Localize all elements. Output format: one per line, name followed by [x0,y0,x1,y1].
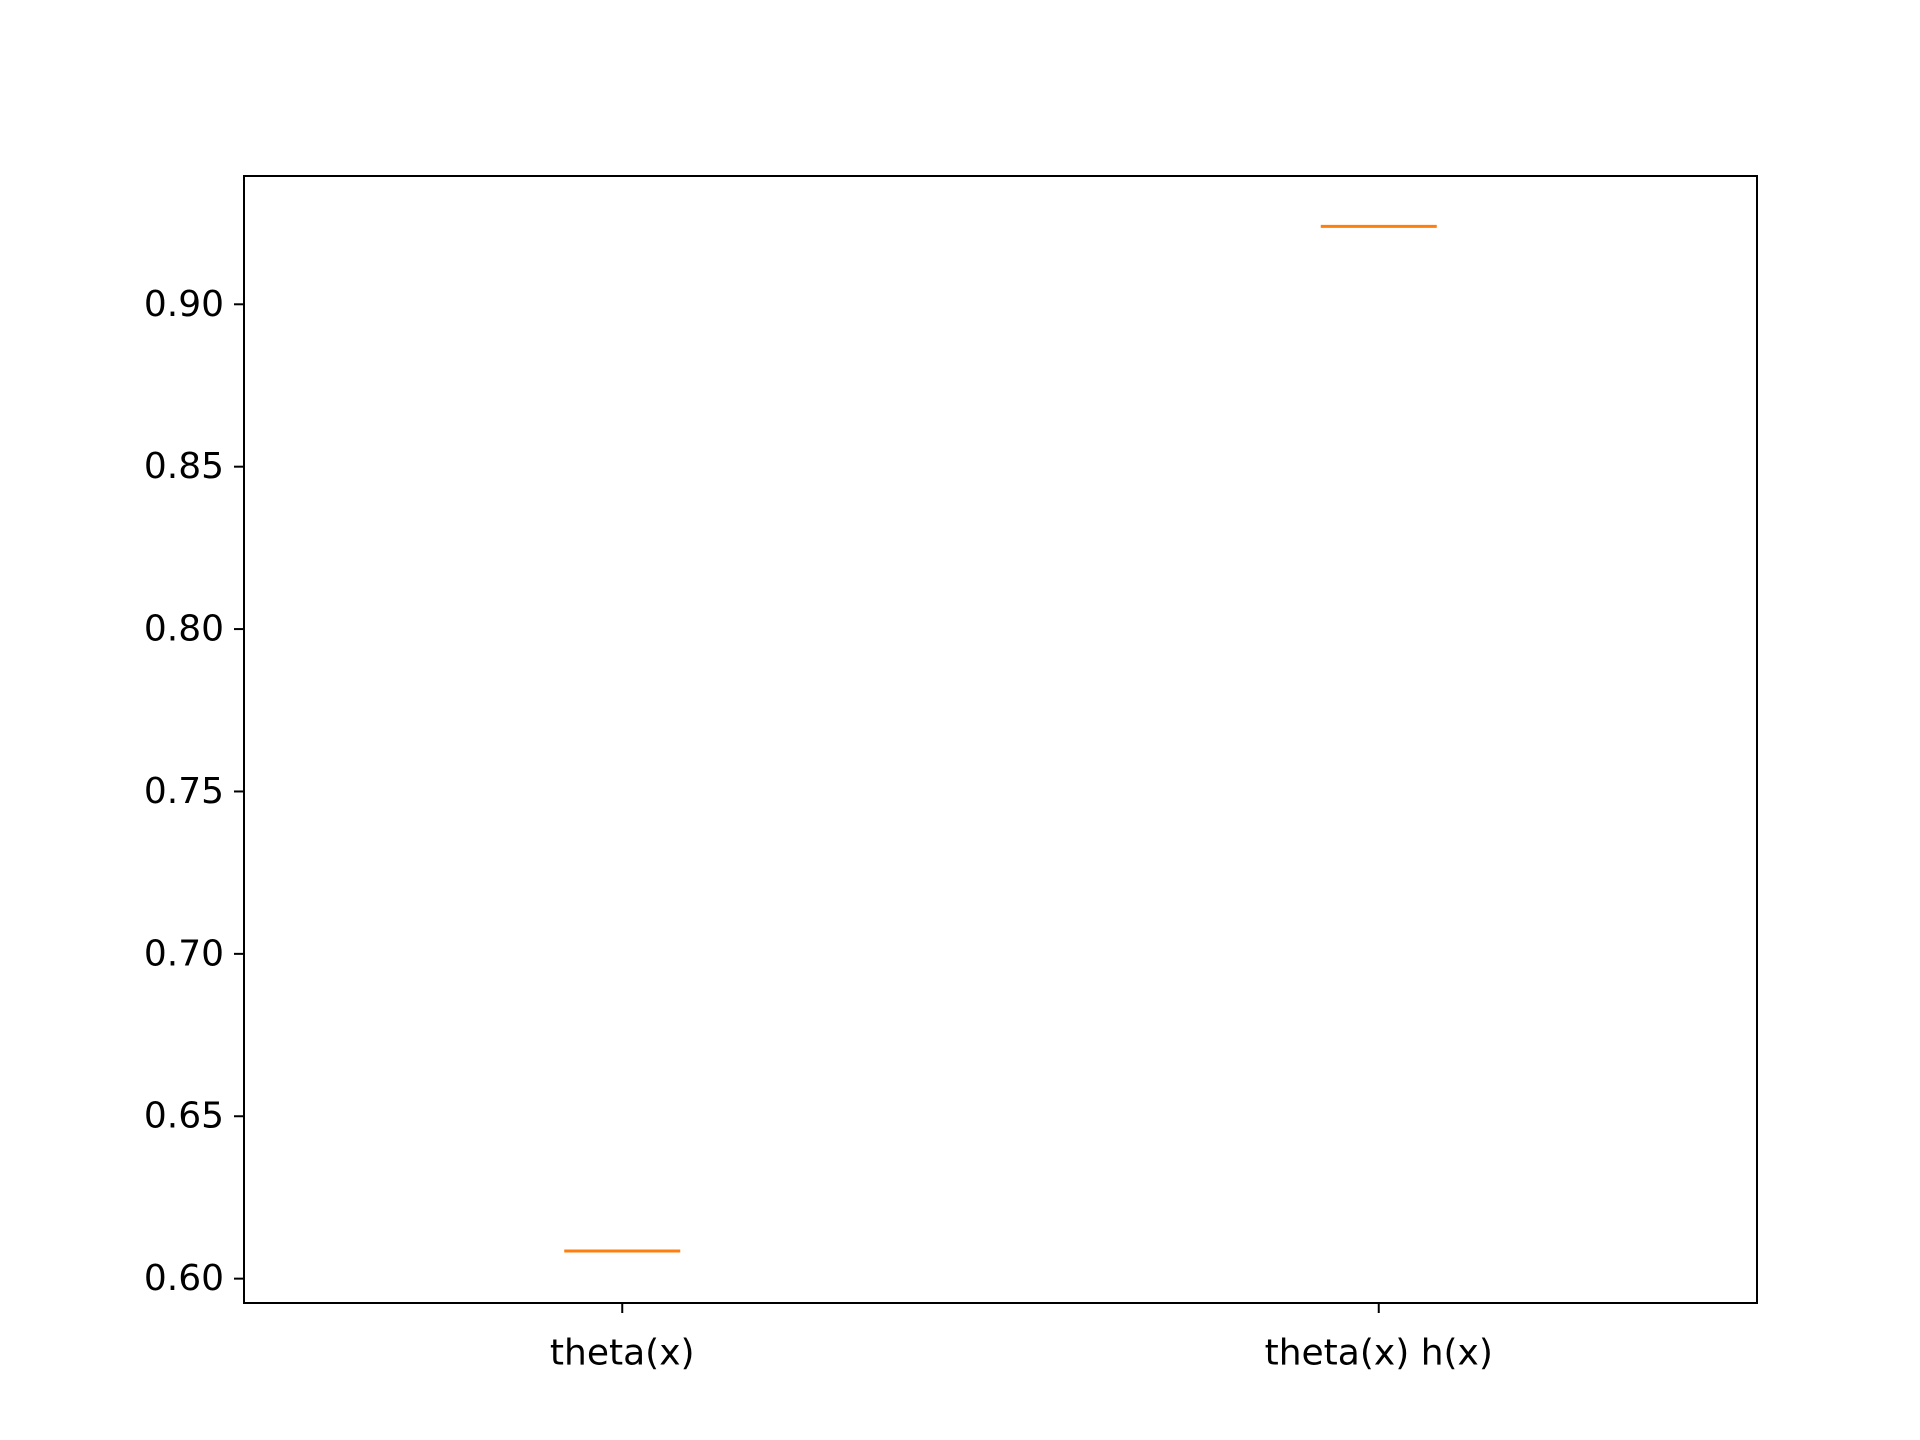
x-tick-label: theta(x) [550,1333,695,1374]
x-axis-ticks: theta(x) theta(x) h(x) [550,1303,1493,1374]
y-tick-label: 0.70 [144,933,224,974]
y-axis-ticks: 0.60 0.65 0.70 0.75 0.80 0.85 0.90 [144,284,244,1299]
plot-area-frame [243,175,1758,1304]
y-tick-label: 0.65 [144,1096,224,1137]
y-tick-label: 0.85 [144,446,224,487]
y-tick-label: 0.90 [144,284,224,325]
x-tick-label: theta(x) h(x) [1265,1333,1493,1374]
y-tick-label: 0.60 [144,1258,224,1299]
median-lines [564,224,1437,1253]
y-tick-label: 0.75 [144,771,224,812]
y-tick-label: 0.80 [144,609,224,650]
